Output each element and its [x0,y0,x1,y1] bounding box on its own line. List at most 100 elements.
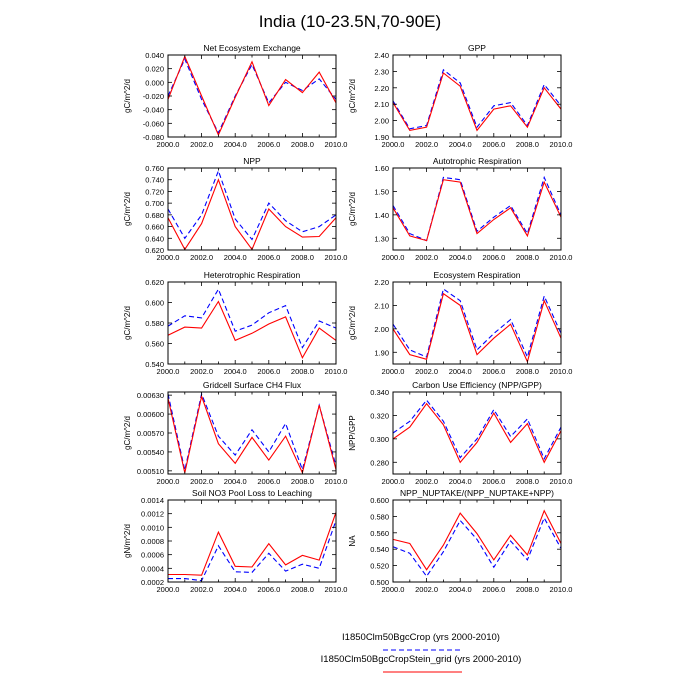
y-tick-label: 0.00600 [137,410,164,419]
series-line-0 [167,287,337,349]
x-tick-label: 2010.0 [550,477,573,486]
y-tick-label: 2.10 [374,301,389,310]
y-tick-label: 1.50 [374,187,389,196]
x-tick-label: 2000.0 [382,253,405,262]
x-tick-label: 2002.0 [190,585,213,594]
x-tick-label: 2000.0 [157,477,180,486]
x-tick-label: 2006.0 [257,367,280,376]
y-tick-label: 0.640 [145,234,164,243]
plot-frame [167,499,337,583]
x-tick-label: 2002.0 [190,140,213,149]
y-tick-label: 0.620 [145,278,164,287]
y-axis-label: gC/m^2/d [123,192,132,226]
x-tick-label: 2010.0 [550,367,573,376]
y-tick-label: 2.00 [374,325,389,334]
plot-frame [392,499,562,583]
y-tick-label: 0.000 [145,78,164,87]
x-tick-label: 2002.0 [190,253,213,262]
x-tick-label: 2000.0 [157,367,180,376]
x-tick-label: 2004.0 [224,477,247,486]
x-tick-label: 2000.0 [157,585,180,594]
panel-title: Gridcell Surface CH4 Flux [203,380,302,390]
panel-title: Ecosystem Respiration [434,270,521,280]
legend-label-0: I1850Clm50BgcCrop (yrs 2000-2010) [342,632,500,643]
x-tick-label: 2010.0 [325,253,348,262]
y-tick-label: 1.40 [374,211,389,220]
panel-4: Heterotrophic Respiration 0.540 0.560 0.580… [123,270,347,376]
y-tick-label: 0.500 [370,578,389,587]
x-tick-label: 2000.0 [382,477,405,486]
panel-0: Net Ecosystem Exchange -0.080 -0.060 -0.040… [123,43,347,149]
panel-title: NPP_NUPTAKE/(NPP_NUPTAKE+NPP) [400,488,554,498]
y-tick-label: 0.540 [145,360,164,369]
x-tick-label: 2004.0 [224,585,247,594]
x-tick-label: 2006.0 [482,585,505,594]
y-tick-label: 0.320 [370,411,389,420]
series-line-1 [392,402,562,464]
y-tick-label: 0.00540 [137,448,164,457]
y-tick-label: 0.700 [145,199,164,208]
x-tick-label: 2006.0 [482,477,505,486]
y-tick-label: 0.020 [145,65,164,74]
x-tick-label: 2004.0 [449,477,472,486]
panel-5: Ecosystem Respiration 1.90 2.00 2.10 2.20 200… [348,270,572,376]
plot-frame [392,391,562,475]
x-tick-label: 2002.0 [415,477,438,486]
series-line-1 [167,394,337,475]
panel-title: NPP [243,156,261,166]
y-tick-label: 0.00510 [137,467,164,476]
x-tick-label: 2004.0 [449,367,472,376]
x-tick-label: 2004.0 [449,140,472,149]
plot-frame [167,167,337,251]
y-axis-label: gC/m^2/d [348,79,357,113]
y-tick-label: 0.00570 [137,429,164,438]
series-line-1 [392,179,562,242]
y-tick-label: 0.0014 [141,496,164,505]
x-tick-label: 2008.0 [516,253,539,262]
plot-frame [167,281,337,365]
y-tick-label: -0.040 [143,106,164,115]
y-tick-label: 0.0010 [141,523,164,532]
x-tick-label: 2002.0 [415,140,438,149]
y-tick-label: 0.0004 [141,564,164,573]
y-tick-label: 0.580 [145,319,164,328]
x-tick-label: 2004.0 [224,253,247,262]
x-tick-label: 2002.0 [415,367,438,376]
x-tick-label: 2008.0 [516,585,539,594]
panel-title: GPP [468,43,486,53]
x-tick-label: 2008.0 [291,367,314,376]
series-line-1 [392,509,562,571]
y-tick-label: 0.0006 [141,551,164,560]
plot-frame [392,54,562,138]
panel-title: Soil NO3 Pool Loss to Leaching [192,488,312,498]
y-axis-label: gC/m^2/d [123,416,132,450]
series-line-0 [392,288,562,359]
x-tick-label: 2006.0 [257,253,280,262]
y-tick-label: 0.540 [370,545,389,554]
series-line-0 [168,520,337,582]
y-axis-label: gC/m^2/d [123,79,132,113]
series-line-1 [168,512,337,576]
x-tick-label: 2000.0 [157,253,180,262]
y-tick-label: 0.0002 [141,578,164,587]
y-tick-label: 0.600 [370,496,389,505]
y-tick-label: 0.0008 [141,537,164,546]
panel-title: Heterotrophic Respiration [204,270,301,280]
x-tick-label: 2006.0 [482,140,505,149]
y-tick-label: 2.30 [374,67,389,76]
y-tick-label: -0.080 [143,133,164,142]
series-line-0 [167,169,337,241]
x-tick-label: 2004.0 [224,367,247,376]
panel-title: Net Ecosystem Exchange [203,43,301,53]
y-tick-label: 0.620 [145,246,164,255]
y-tick-label: 2.20 [374,84,389,93]
y-tick-label: -0.020 [143,92,164,101]
plot-frame [392,281,562,365]
x-tick-label: 2010.0 [550,585,573,594]
panel-8: Soil NO3 Pool Loss to Leaching 0.0002 0.00… [123,488,347,594]
y-tick-label: 0.040 [145,51,164,60]
y-tick-label: -0.060 [143,119,164,128]
series-line-1 [392,292,562,364]
x-tick-label: 2002.0 [190,367,213,376]
